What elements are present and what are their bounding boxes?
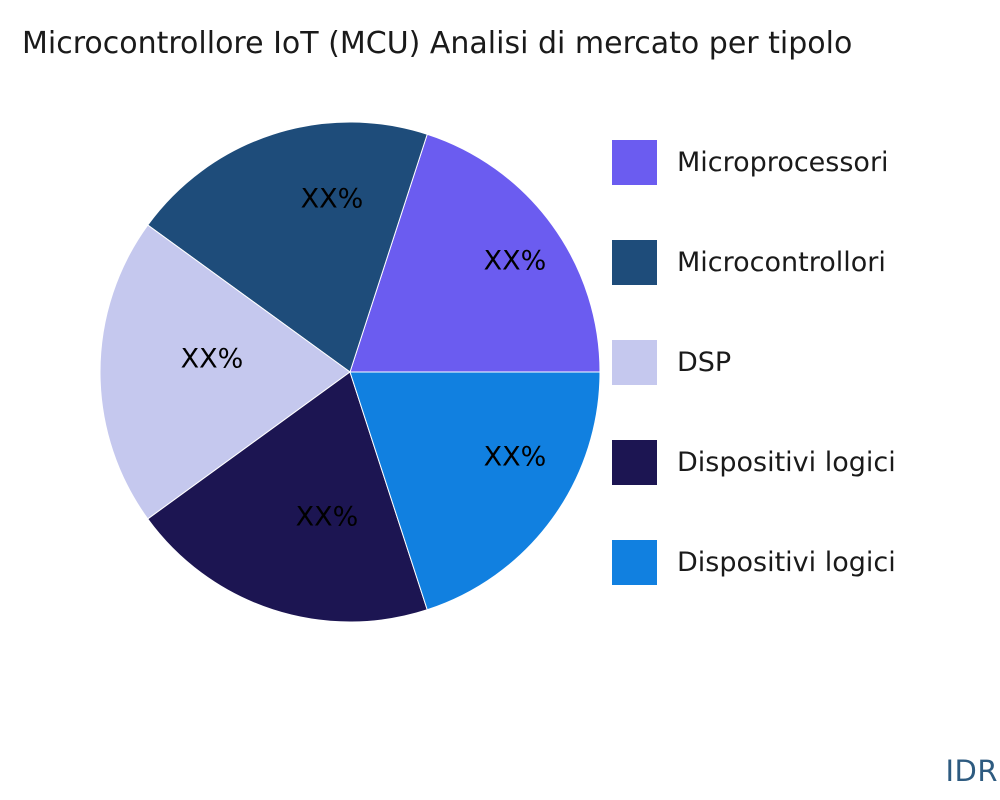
chart-legend: Microprocessori Microcontrollori DSP Dispos… bbox=[612, 112, 1000, 612]
legend-item-label: DSP bbox=[677, 346, 732, 378]
legend-item-label: Microprocessori bbox=[677, 146, 889, 178]
pie-svg: XX% XX% XX% XX% XX% bbox=[99, 121, 601, 623]
pie-slice-label: XX% bbox=[301, 184, 364, 215]
pie-slice-group bbox=[99, 121, 601, 623]
legend-swatch-icon bbox=[612, 139, 657, 185]
pie-slice[interactable] bbox=[349, 133, 601, 373]
watermark-idr: IDR bbox=[945, 754, 998, 788]
chart-title: Microcontrollore IoT (MCU) Analisi di me… bbox=[22, 26, 853, 61]
legend-swatch-icon bbox=[612, 239, 657, 285]
legend-item[interactable]: Dispositivi logici bbox=[612, 512, 1000, 612]
pie-plot-area: XX% XX% XX% XX% XX% bbox=[99, 121, 601, 623]
pie-slice[interactable] bbox=[99, 224, 351, 520]
legend-item[interactable]: Microprocessori bbox=[612, 112, 1000, 212]
pie-slice[interactable] bbox=[147, 121, 428, 373]
pie-label-group: XX% XX% XX% XX% XX% bbox=[181, 184, 547, 533]
pie-slice[interactable] bbox=[147, 371, 428, 623]
pie-slice-label: XX% bbox=[484, 442, 547, 473]
pie-slice-label: XX% bbox=[181, 344, 244, 375]
legend-item[interactable]: Dispositivi logici bbox=[612, 412, 1000, 512]
legend-swatch-icon bbox=[612, 339, 657, 385]
pie-slice-label: XX% bbox=[484, 246, 547, 277]
pie-slice-label: XX% bbox=[296, 502, 359, 533]
legend-item-label: Microcontrollori bbox=[677, 246, 886, 278]
pie-slice[interactable] bbox=[349, 371, 601, 611]
legend-item[interactable]: DSP bbox=[612, 312, 1000, 412]
legend-item[interactable]: Microcontrollori bbox=[612, 212, 1000, 312]
legend-swatch-icon bbox=[612, 439, 657, 485]
legend-swatch-icon bbox=[612, 539, 657, 585]
legend-item-label: Dispositivi logici bbox=[677, 546, 896, 578]
legend-item-label: Dispositivi logici bbox=[677, 446, 896, 478]
